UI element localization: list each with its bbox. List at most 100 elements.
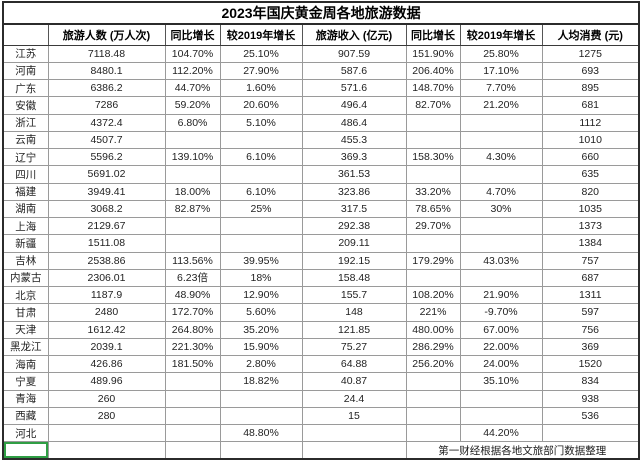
data-cell[interactable]: 206.40%	[405, 61, 461, 81]
data-cell[interactable]: 4.70%	[459, 182, 543, 201]
data-cell[interactable]: 455.3	[301, 130, 407, 150]
data-cell[interactable]: 29.70%	[405, 216, 461, 236]
data-cell[interactable]: 938	[541, 389, 640, 408]
data-cell[interactable]: 33.20%	[405, 182, 461, 201]
data-cell[interactable]: 4.30%	[459, 147, 543, 167]
empty-cell[interactable]	[164, 441, 221, 460]
data-cell[interactable]: 1612.42	[47, 320, 166, 339]
data-cell[interactable]: 44.70%	[164, 78, 221, 98]
data-cell[interactable]: 489.96	[47, 372, 166, 391]
data-cell[interactable]: 35.20%	[219, 320, 303, 339]
data-cell[interactable]: 4372.4	[47, 113, 166, 132]
data-cell[interactable]: 681	[541, 96, 640, 115]
data-cell[interactable]: 2.80%	[219, 354, 303, 374]
data-cell[interactable]: 687	[541, 268, 640, 288]
data-cell[interactable]: 148.70%	[405, 78, 461, 98]
province-cell[interactable]: 湖南	[2, 199, 49, 219]
data-cell[interactable]: 7.70%	[459, 78, 543, 98]
data-cell[interactable]: 113.56%	[164, 251, 221, 270]
data-cell[interactable]: 25.80%	[459, 44, 543, 63]
data-cell[interactable]: 1311	[541, 285, 640, 305]
data-cell[interactable]: 21.20%	[459, 96, 543, 115]
data-cell[interactable]	[459, 389, 543, 408]
data-cell[interactable]: 4507.7	[47, 130, 166, 150]
data-cell[interactable]: 17.10%	[459, 61, 543, 81]
data-cell[interactable]	[164, 423, 221, 443]
province-cell[interactable]: 辽宁	[2, 147, 49, 167]
data-cell[interactable]	[405, 372, 461, 391]
data-cell[interactable]: 40.87	[301, 372, 407, 391]
column-header-province[interactable]	[2, 23, 49, 46]
data-cell[interactable]: 25.10%	[219, 44, 303, 63]
province-cell[interactable]: 江苏	[2, 44, 49, 63]
province-cell[interactable]: 吉林	[2, 251, 49, 270]
column-header-visitors[interactable]: 旅游人数 (万人次)	[47, 23, 166, 46]
data-cell[interactable]: 82.87%	[164, 199, 221, 219]
data-cell[interactable]: 48.80%	[219, 423, 303, 443]
data-cell[interactable]: 486.4	[301, 113, 407, 132]
data-cell[interactable]	[301, 423, 407, 443]
province-cell[interactable]: 新疆	[2, 234, 49, 253]
data-cell[interactable]: 2306.01	[47, 268, 166, 288]
data-cell[interactable]: 24.4	[301, 389, 407, 408]
data-cell[interactable]	[164, 372, 221, 391]
data-cell[interactable]: 1187.9	[47, 285, 166, 305]
data-cell[interactable]	[405, 165, 461, 184]
data-cell[interactable]	[405, 389, 461, 408]
province-cell[interactable]: 四川	[2, 165, 49, 184]
data-cell[interactable]: 179.29%	[405, 251, 461, 270]
data-cell[interactable]: 635	[541, 165, 640, 184]
data-cell[interactable]: 757	[541, 251, 640, 270]
data-cell[interactable]: 6386.2	[47, 78, 166, 98]
data-cell[interactable]: 5596.2	[47, 147, 166, 167]
data-cell[interactable]	[219, 234, 303, 253]
data-cell[interactable]: 18%	[219, 268, 303, 288]
data-cell[interactable]	[164, 130, 221, 150]
data-cell[interactable]: 82.70%	[405, 96, 461, 115]
empty-cell[interactable]	[47, 441, 166, 460]
data-cell[interactable]	[164, 389, 221, 408]
data-cell[interactable]	[459, 165, 543, 184]
data-cell[interactable]: 820	[541, 182, 640, 201]
data-cell[interactable]: 660	[541, 147, 640, 167]
data-cell[interactable]: 597	[541, 303, 640, 322]
data-cell[interactable]: 21.90%	[459, 285, 543, 305]
data-cell[interactable]: 286.29%	[405, 337, 461, 357]
data-cell[interactable]: 1384	[541, 234, 640, 253]
data-cell[interactable]: 1035	[541, 199, 640, 219]
data-cell[interactable]: 587.6	[301, 61, 407, 81]
data-cell[interactable]: 8480.1	[47, 61, 166, 81]
data-cell[interactable]: 756	[541, 320, 640, 339]
data-cell[interactable]	[459, 130, 543, 150]
data-cell[interactable]: 15.90%	[219, 337, 303, 357]
data-cell[interactable]: 221%	[405, 303, 461, 322]
data-cell[interactable]: 2480	[47, 303, 166, 322]
data-cell[interactable]: 1.60%	[219, 78, 303, 98]
data-cell[interactable]: 1112	[541, 113, 640, 132]
data-cell[interactable]: 75.27	[301, 337, 407, 357]
province-cell[interactable]: 上海	[2, 216, 49, 236]
data-cell[interactable]: 22.00%	[459, 337, 543, 357]
data-cell[interactable]: 571.6	[301, 78, 407, 98]
data-cell[interactable]	[219, 165, 303, 184]
data-cell[interactable]: 59.20%	[164, 96, 221, 115]
data-cell[interactable]	[164, 406, 221, 426]
province-cell[interactable]: 天津	[2, 320, 49, 339]
data-cell[interactable]	[459, 216, 543, 236]
province-cell[interactable]: 甘肃	[2, 303, 49, 322]
data-cell[interactable]: 480.00%	[405, 320, 461, 339]
data-cell[interactable]: 44.20%	[459, 423, 543, 443]
data-cell[interactable]	[219, 216, 303, 236]
data-cell[interactable]: 112.20%	[164, 61, 221, 81]
province-cell[interactable]: 安徽	[2, 96, 49, 115]
data-cell[interactable]: 104.70%	[164, 44, 221, 63]
province-cell[interactable]: 福建	[2, 182, 49, 201]
data-cell[interactable]: 78.65%	[405, 199, 461, 219]
data-cell[interactable]: 292.38	[301, 216, 407, 236]
column-header-revenue[interactable]: 旅游收入 (亿元)	[301, 23, 407, 46]
data-cell[interactable]: 1010	[541, 130, 640, 150]
province-cell[interactable]: 青海	[2, 389, 49, 408]
data-cell[interactable]: 148	[301, 303, 407, 322]
data-cell[interactable]	[405, 113, 461, 132]
data-cell[interactable]	[405, 406, 461, 426]
